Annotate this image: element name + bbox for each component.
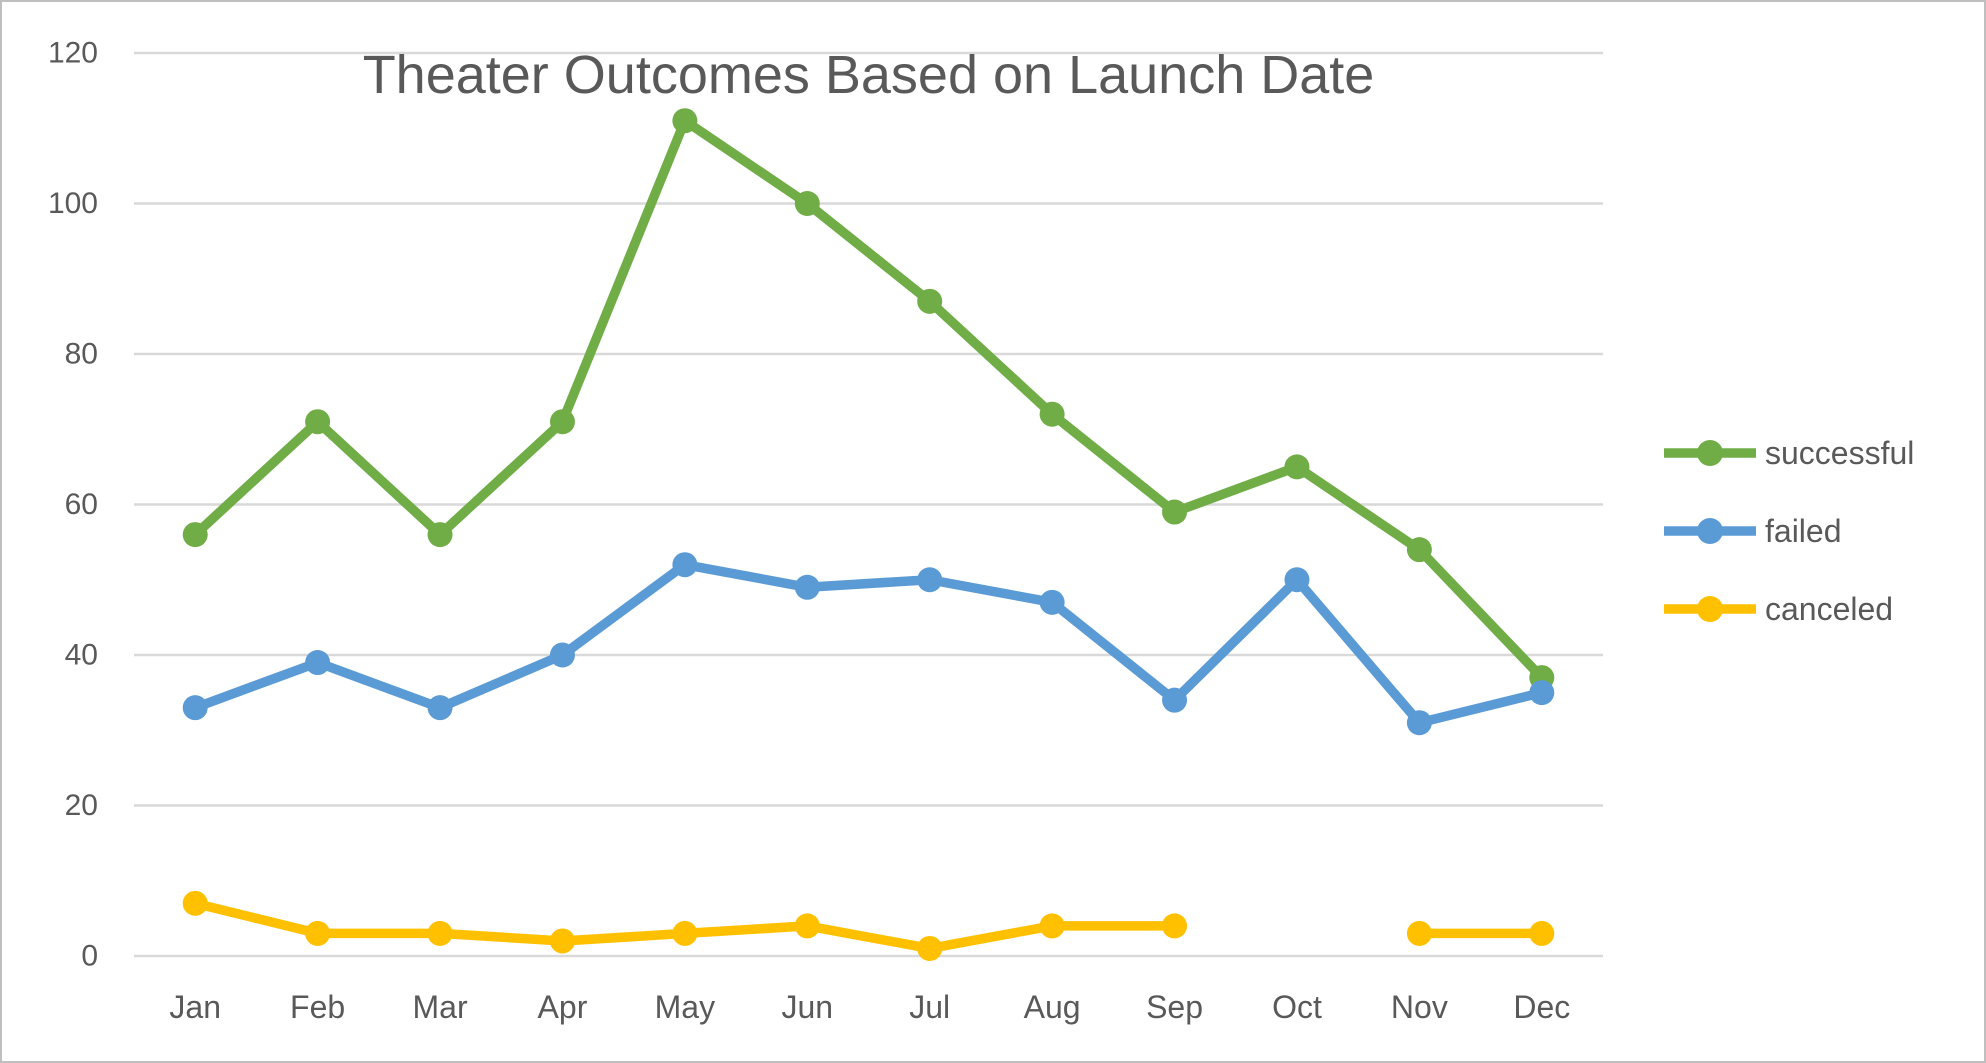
legend-item-successful: successful — [1662, 432, 1914, 474]
data-point-successful-Jan — [182, 522, 208, 548]
data-point-successful-Mar — [427, 522, 453, 548]
y-tick-label: 120 — [48, 37, 98, 70]
data-point-canceled-Sep — [1162, 913, 1188, 939]
legend-marker-icon-successful — [1664, 440, 1756, 466]
y-tick-label: 60 — [65, 488, 98, 521]
data-point-canceled-Feb — [305, 920, 331, 946]
data-point-canceled-Jul — [917, 935, 943, 961]
legend-label-successful: successful — [1765, 435, 1915, 471]
y-tick-label: 20 — [65, 789, 98, 822]
data-point-successful-Sep — [1162, 499, 1188, 525]
legend-item-canceled: canceled — [1662, 588, 1914, 630]
x-tick-label: May — [655, 989, 715, 1025]
data-point-canceled-Nov — [1406, 920, 1432, 946]
y-tick-label: 100 — [48, 187, 98, 220]
data-point-canceled-Mar — [427, 920, 453, 946]
data-point-failed-May — [672, 552, 698, 578]
data-point-failed-Dec — [1529, 680, 1555, 706]
data-point-failed-Nov — [1406, 710, 1432, 736]
data-point-canceled-Jan — [182, 890, 208, 916]
x-tick-label: Jan — [169, 989, 221, 1025]
data-point-successful-May — [672, 108, 698, 134]
data-point-failed-Jun — [794, 574, 820, 600]
x-tick-label: Oct — [1272, 989, 1322, 1025]
data-point-failed-Mar — [427, 695, 453, 721]
x-tick-label: Mar — [412, 989, 467, 1025]
data-point-canceled-Jun — [794, 913, 820, 939]
x-tick-label: Sep — [1146, 989, 1203, 1025]
legend-item-failed: failed — [1662, 510, 1914, 552]
series-line-successful — [191, 115, 1546, 681]
data-point-successful-Jul — [917, 288, 943, 314]
x-tick-label: Dec — [1513, 989, 1570, 1025]
x-tick-label: Nov — [1391, 989, 1448, 1025]
legend-label-canceled: canceled — [1765, 591, 1894, 627]
series-line-failed — [193, 559, 1543, 728]
data-point-failed-Jan — [182, 695, 208, 721]
legend-label-failed: failed — [1765, 513, 1842, 549]
data-point-failed-Feb — [305, 650, 331, 676]
data-point-canceled-May — [672, 920, 698, 946]
data-point-successful-Nov — [1406, 537, 1432, 563]
data-point-failed-Aug — [1039, 589, 1065, 615]
data-point-failed-Apr — [549, 642, 575, 668]
data-point-successful-Feb — [305, 409, 331, 435]
data-point-successful-Aug — [1039, 401, 1065, 427]
legend-marker-icon-failed — [1664, 518, 1756, 544]
data-point-failed-Oct — [1284, 567, 1310, 593]
data-point-failed-Jul — [917, 567, 943, 593]
data-point-successful-Jun — [794, 191, 820, 216]
data-point-failed-Sep — [1162, 687, 1188, 713]
chart-title: Theater Outcomes Based on Launch Date — [362, 45, 1375, 105]
chart-legend: successful failed canceled — [1662, 432, 1914, 630]
x-tick-label: Feb — [290, 989, 345, 1025]
data-point-canceled-Aug — [1039, 913, 1065, 939]
data-point-successful-Apr — [549, 409, 575, 435]
x-tick-label: Apr — [538, 989, 588, 1025]
legend-marker-icon-canceled — [1664, 596, 1756, 622]
y-tick-label: 40 — [65, 639, 98, 672]
x-tick-label: Jun — [781, 989, 833, 1025]
data-point-successful-Oct — [1284, 454, 1310, 480]
y-tick-label: 0 — [81, 940, 98, 973]
y-tick-label: 80 — [65, 338, 98, 371]
x-tick-label: Aug — [1024, 989, 1081, 1025]
data-point-canceled-Dec — [1529, 920, 1555, 946]
x-tick-label: Jul — [909, 989, 950, 1025]
data-point-canceled-Apr — [549, 928, 575, 954]
